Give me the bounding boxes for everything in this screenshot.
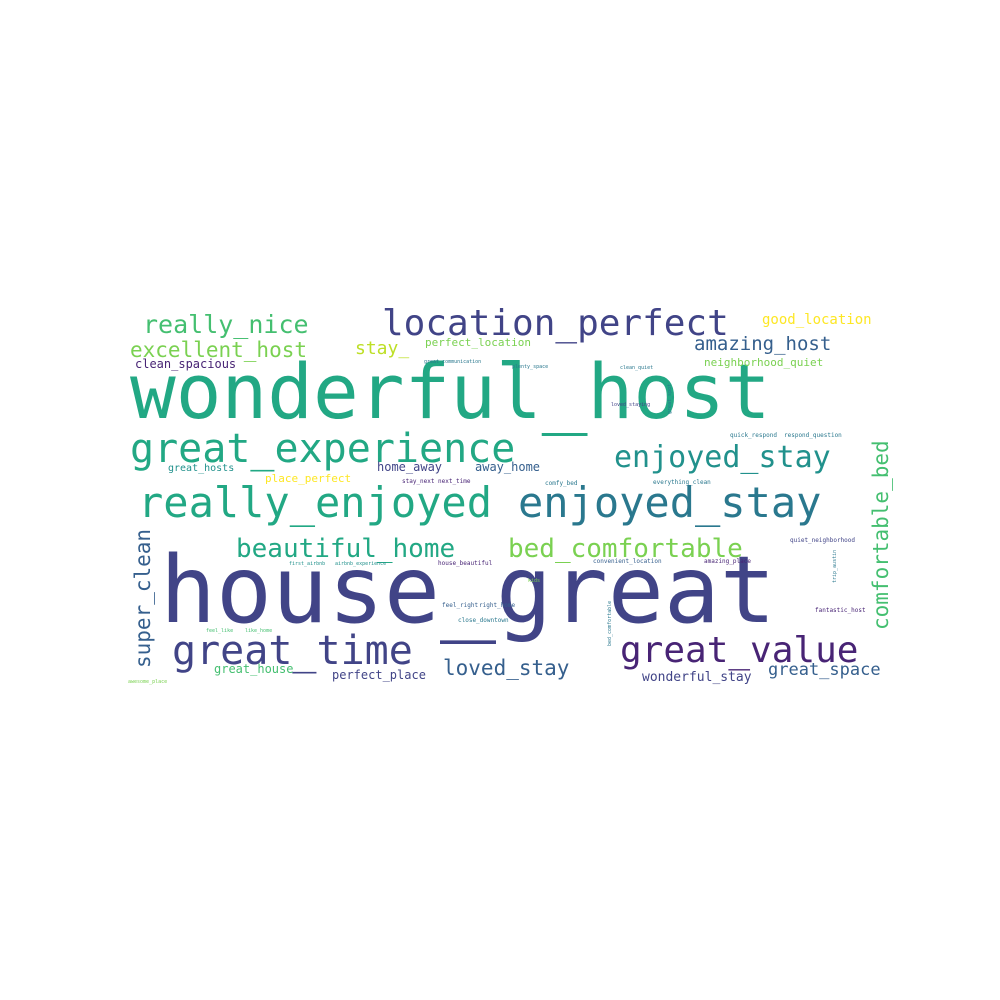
word-clean-spacious: clean_spacious (135, 357, 236, 371)
word-airbnb-experience: airbnb_experience (335, 561, 386, 567)
word-amazing-host: amazing_host (694, 333, 831, 355)
word-really-nice: really_nice (143, 310, 309, 339)
word-loved-stay: loved_stay (443, 656, 569, 680)
word-wonderful-host: wonderful_host (130, 347, 771, 436)
word-location-perfect: location_perfect (382, 303, 729, 344)
word-away-home: away_home (475, 460, 540, 474)
word-first-airbnb: first_airbnb (289, 561, 325, 567)
word-awesome-place: awesome_place (128, 679, 167, 685)
word-great-experience: great_experience (130, 426, 515, 472)
word-right-home: right_home (479, 602, 516, 609)
word-feel-like: feel_like (206, 628, 233, 634)
word-fantastic-host: fantastic_host (815, 607, 866, 614)
word-great-spot: great_spot (667, 384, 673, 414)
word-stay-: stay_ (355, 338, 409, 359)
word-good-location: good_location (762, 312, 872, 328)
word-plenty-space: plenty_space (512, 364, 548, 370)
word-kids: kids (528, 578, 540, 584)
word-stay-next: stay_next (402, 478, 435, 485)
word-close-downtown: close_downtown (458, 617, 509, 624)
word-bed-comfortable: bed_comfortable (508, 534, 743, 564)
word-great-value: great_value (620, 630, 858, 671)
word-respond-question: respond_question (784, 432, 842, 439)
word-house-great: house_great (160, 536, 776, 644)
word-wonderful-stay: wonderful_stay (642, 670, 752, 685)
word-feel-right: feel_right (442, 602, 479, 609)
word-home-away: home_away (377, 460, 442, 474)
word-quiet-neighborhood: quiet_neighborhood (790, 537, 855, 544)
word-great-house: great_house (214, 662, 293, 676)
word-convenient-location: convenient_location (593, 558, 662, 565)
word-comfortable-bed: comfortable_bed (869, 440, 893, 630)
word-great-time: great_time (172, 628, 413, 674)
word-next-time: next_time (438, 478, 471, 485)
word-great-hosts: great_hosts (168, 463, 234, 474)
word-amazing-place: amazing_place (704, 558, 751, 565)
word-beautiful-home: beautiful_home (236, 534, 455, 564)
word-enjoyed-stay: enjoyed_stay (614, 440, 831, 475)
word-trip-austin: trip_austin (832, 550, 838, 583)
word-super-clean: super_clean (131, 529, 155, 668)
word-loved-staying: loved_staying (611, 402, 650, 408)
word-enjoyed-stay: enjoyed_stay (518, 478, 821, 527)
word-great-communication: great_communication (424, 359, 481, 365)
word-really-enjoyed: really_enjoyed (138, 478, 492, 527)
word-bed-comfortable: bed_comfortable (607, 601, 613, 646)
word-perfect-location: perfect_location (425, 336, 531, 349)
word-everything-clean: everything_clean (653, 479, 711, 486)
word-neighborhood-quiet: neighborhood_quiet (704, 356, 823, 369)
word-place-perfect: place_perfect (265, 472, 351, 485)
word-like-home: like_home (245, 628, 272, 634)
word-clean-quiet: clean_quiet (620, 365, 653, 371)
word-quick-respond: quick_respond (730, 432, 777, 439)
word-house-beautiful: house_beautiful (438, 560, 493, 567)
word-excellent-host: excellent_host (130, 338, 307, 362)
word-perfect-place: perfect_place (332, 668, 426, 682)
word-comfy-bed: comfy_bed (545, 480, 578, 487)
word-great-space: great_space (768, 660, 881, 680)
